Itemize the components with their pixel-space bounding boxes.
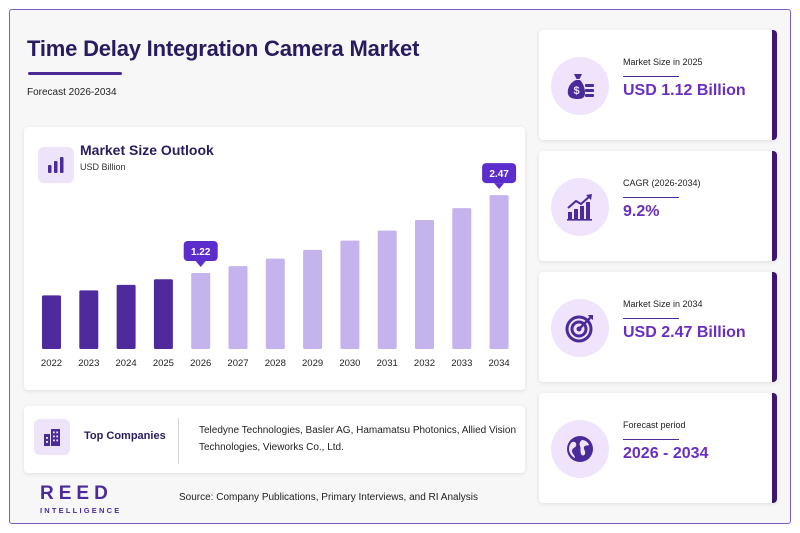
bar-chart: 2022 2023 2024 2025 2026 1.22 2027 2028 2029 2030… bbox=[41, 163, 517, 369]
growth-chart-icon bbox=[551, 178, 609, 236]
x-tick-label: 2033 bbox=[451, 358, 472, 369]
stat-value: USD 2.47 Billion bbox=[623, 324, 746, 341]
x-tick-label: 2032 bbox=[414, 358, 435, 369]
stat-value: 2026 - 2034 bbox=[623, 445, 709, 462]
stat-card-cagr: CAGR (2026-2034) 9.2% bbox=[539, 151, 777, 261]
bar-2022 bbox=[42, 295, 61, 349]
data-label-2026: 1.22 bbox=[183, 240, 218, 267]
bar-2026 bbox=[191, 272, 211, 349]
top-companies-card: Top Companies Teledyne Technologies, Bas… bbox=[24, 406, 525, 473]
top-companies-label: Top Companies bbox=[84, 430, 166, 442]
stat-label: Market Size in 2034 bbox=[623, 299, 703, 309]
page-title: Time Delay Integration Camera Market bbox=[27, 36, 420, 61]
chart-card: Market Size Outlook USD Billion 2022 2023… bbox=[24, 127, 525, 390]
x-tick-label: 2029 bbox=[302, 358, 323, 369]
money-bag-icon: $ bbox=[551, 57, 609, 115]
data-label-2034: 2.47 bbox=[482, 163, 517, 190]
bar-2023 bbox=[79, 290, 99, 349]
source-note: Source: Company Publications, Primary In… bbox=[179, 492, 479, 503]
page-subtitle: Forecast 2026-2034 bbox=[27, 87, 117, 98]
x-tick-label: 2027 bbox=[227, 358, 248, 369]
globe-icon bbox=[551, 420, 609, 478]
x-tick-label: 2034 bbox=[489, 358, 510, 369]
bar-2025 bbox=[153, 279, 173, 349]
x-tick-label: 2031 bbox=[377, 358, 398, 369]
stat-rule bbox=[623, 318, 679, 319]
x-tick-label: 2026 bbox=[190, 358, 211, 369]
stat-value: USD 1.12 Billion bbox=[623, 82, 746, 99]
title-underline bbox=[28, 72, 122, 75]
reed-intelligence-logo: REED INTELLIGENCE bbox=[40, 484, 121, 515]
stat-label: Forecast period bbox=[623, 420, 686, 430]
chart-title: Market Size Outlook bbox=[80, 142, 214, 158]
stat-rule bbox=[623, 439, 679, 440]
top-companies-list: Teledyne Technologies, Basler AG, Hamama… bbox=[199, 425, 517, 453]
svg-text:1.22: 1.22 bbox=[191, 247, 211, 258]
x-tick-label: 2025 bbox=[153, 358, 174, 369]
x-tick-label: 2028 bbox=[265, 358, 286, 369]
bar-2032 bbox=[415, 220, 434, 349]
bar-2028 bbox=[265, 258, 285, 349]
bar-2033 bbox=[452, 208, 472, 349]
bar-2029 bbox=[303, 249, 323, 349]
chart-unit-label: USD Billion bbox=[80, 162, 126, 172]
divider bbox=[178, 418, 179, 464]
stat-rule bbox=[623, 197, 679, 198]
stat-label: Market Size in 2025 bbox=[623, 57, 703, 67]
bar-2024 bbox=[116, 284, 136, 349]
building-icon bbox=[34, 419, 70, 455]
bar-2031 bbox=[377, 230, 397, 349]
logo-tagline: INTELLIGENCE bbox=[40, 506, 122, 515]
bar-2027 bbox=[228, 266, 248, 349]
svg-text:$: $ bbox=[573, 85, 579, 97]
x-tick-label: 2030 bbox=[339, 358, 360, 369]
bar-2034 bbox=[489, 195, 509, 349]
stat-card-market-size-2025: $ Market Size in 2025 USD 1.12 Billion bbox=[539, 30, 777, 140]
stat-card-forecast-period: Forecast period 2026 - 2034 bbox=[539, 393, 777, 503]
stat-label: CAGR (2026-2034) bbox=[623, 178, 701, 188]
stat-rule bbox=[623, 76, 679, 77]
stat-card-market-size-2034: Market Size in 2034 USD 2.47 Billion bbox=[539, 272, 777, 382]
x-tick-label: 2023 bbox=[78, 358, 99, 369]
stat-value: 9.2% bbox=[623, 203, 660, 220]
target-icon bbox=[551, 299, 609, 357]
bar-2030 bbox=[340, 240, 360, 349]
bar-chart-icon bbox=[38, 147, 74, 183]
logo-wordmark: REED bbox=[40, 483, 113, 504]
x-tick-label: 2024 bbox=[116, 358, 137, 369]
svg-text:2.47: 2.47 bbox=[489, 169, 509, 180]
x-tick-label: 2022 bbox=[41, 358, 62, 369]
